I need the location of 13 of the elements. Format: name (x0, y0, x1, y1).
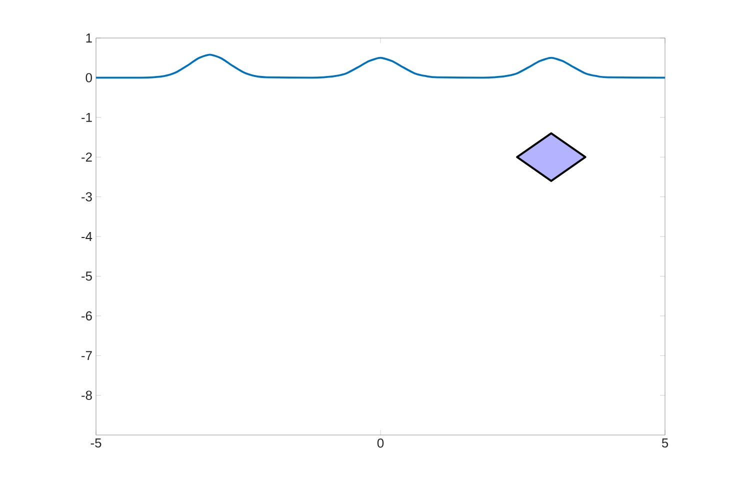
x-tick-label: 5 (662, 438, 668, 448)
y-tick-label: 1 (86, 34, 92, 42)
y-tick-label: -8 (82, 390, 92, 400)
line-series (95, 54, 666, 79)
x-tick-label: 0 (377, 438, 384, 448)
y-tick-label: -6 (82, 311, 92, 320)
y-tick-label: -4 (82, 232, 92, 241)
y-tick-label: -2 (82, 152, 92, 162)
y-tick-label: 0 (86, 73, 92, 82)
y-tick-label: -5 (82, 272, 92, 281)
y-tick-label: -7 (82, 351, 92, 360)
y-tick-label: -3 (82, 192, 92, 202)
y-tick-label: -1 (82, 112, 92, 122)
